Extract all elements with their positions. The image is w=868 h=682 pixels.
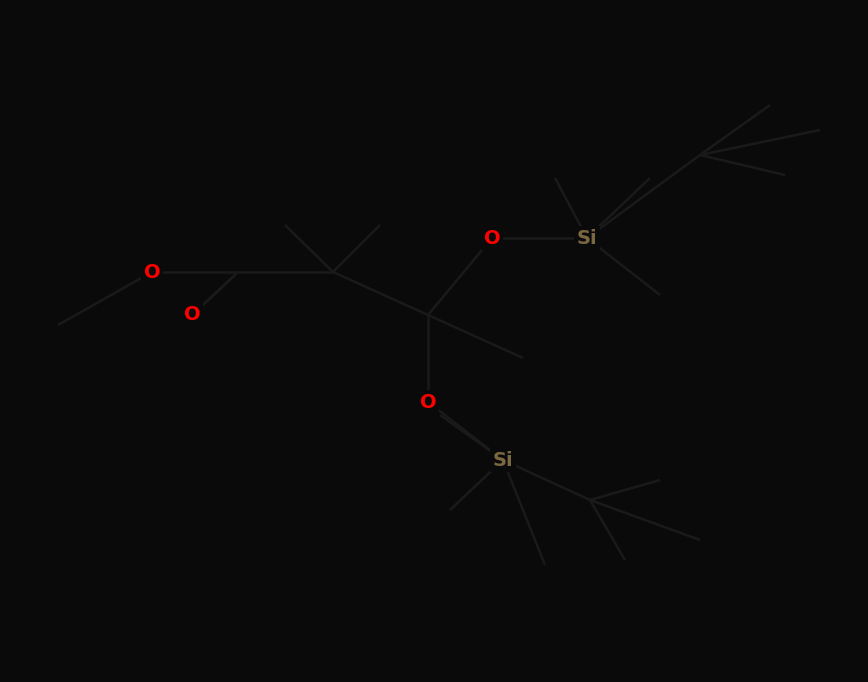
Text: O: O (184, 306, 201, 325)
Text: O: O (483, 228, 500, 248)
Text: Si: Si (576, 228, 597, 248)
Text: O: O (420, 393, 437, 411)
Text: O: O (144, 263, 161, 282)
Text: Si: Si (493, 451, 513, 469)
